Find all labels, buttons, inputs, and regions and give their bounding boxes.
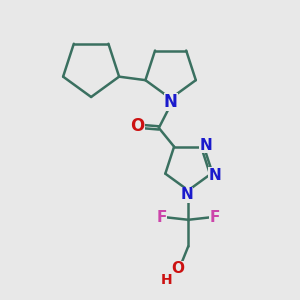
Text: N: N bbox=[180, 187, 193, 202]
Text: H: H bbox=[161, 273, 172, 286]
Text: O: O bbox=[130, 117, 144, 135]
Text: N: N bbox=[200, 138, 212, 153]
Text: N: N bbox=[164, 93, 178, 111]
Text: F: F bbox=[210, 210, 220, 225]
Text: O: O bbox=[172, 261, 184, 276]
Text: N: N bbox=[208, 168, 221, 183]
Text: F: F bbox=[157, 210, 167, 225]
